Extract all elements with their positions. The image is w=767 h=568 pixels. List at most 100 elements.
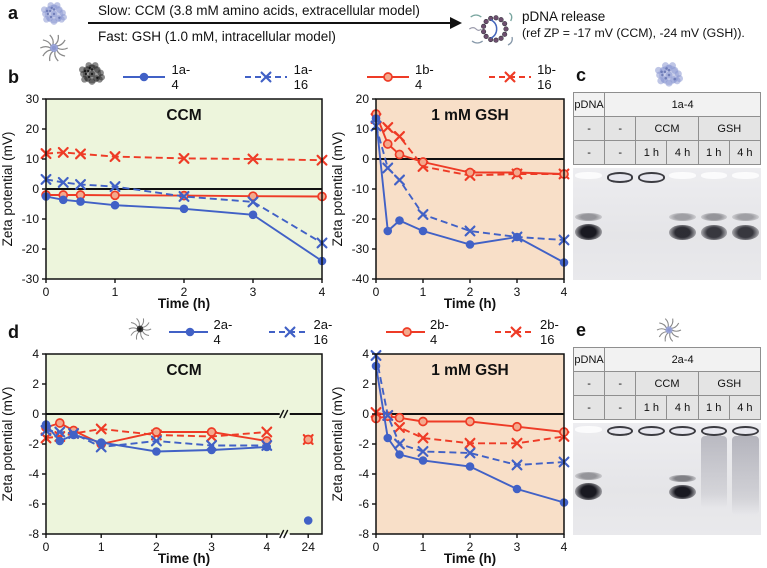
svg-text:0: 0 [43, 540, 50, 554]
gel-lane-2 [604, 168, 635, 280]
gel-well [669, 426, 697, 437]
gel-table-cell: 1 h [635, 395, 668, 420]
svg-text:1: 1 [112, 285, 119, 299]
gel-table-cell: - [604, 395, 637, 420]
svg-text:4: 4 [362, 348, 369, 361]
svg-text:Time (h): Time (h) [444, 296, 496, 311]
svg-text:0: 0 [373, 285, 380, 299]
panel-a: a Slow: CCM (3.8 mM amino acids, extrace… [0, 0, 767, 62]
pdna-release-title: pDNA release [522, 9, 606, 24]
svg-text:1: 1 [98, 540, 105, 554]
gel-band [669, 484, 697, 500]
svg-text:-30: -30 [352, 242, 370, 256]
svg-text:2: 2 [181, 285, 188, 299]
gel-table-cell: 1 h [697, 395, 730, 420]
gel-table-cell: 4 h [728, 140, 762, 165]
panel-b-label: b [8, 66, 19, 87]
svg-text:2: 2 [467, 540, 474, 554]
legend-label: 1b-16 [537, 61, 556, 92]
pdna-ring-icon [468, 0, 516, 57]
gel-band [669, 225, 697, 240]
micelle-star-particle-icon [38, 32, 70, 69]
svg-text:Time (h): Time (h) [158, 296, 210, 311]
panel-c-label: c [576, 65, 587, 85]
panel-a-label: a [8, 3, 19, 23]
svg-text:Zeta potential (mV): Zeta potential (mV) [330, 132, 345, 247]
polymer-coil-particle-icon [41, 1, 67, 32]
svg-text:-20: -20 [352, 212, 370, 226]
gel-band [575, 483, 603, 501]
gel-band [669, 474, 697, 483]
gel-table-cell: pDNA [572, 92, 606, 117]
gel-lane-3 [636, 168, 667, 280]
svg-text:3: 3 [250, 285, 257, 299]
svg-text:-2: -2 [358, 437, 369, 451]
chart-d-gsh: 4 2 0 -2 -4 -6 -8 0 1 2 3 4 1 mM GSH Time (h) Zeta pot… [330, 348, 570, 566]
svg-text:24: 24 [302, 540, 316, 554]
svg-text:3: 3 [514, 285, 521, 299]
gel-table-cell: - [572, 371, 606, 396]
panel-b: b 1a-4 1a-16 1b-4 1b-16 30 20 10 0 -10 -20 -30 0 1 2… [0, 60, 570, 313]
gel-lane-6 [730, 423, 761, 535]
row-d: d 2a-4 2a-16 2b-4 2b-16 4 2 0 -2 -4 -6 -8 0 1 2 3 4 24 C… [0, 315, 767, 568]
svg-text:2: 2 [467, 285, 474, 299]
gel-lane-6 [730, 168, 761, 280]
gel-band [669, 212, 697, 221]
legend-panel-d: 2a-4 2a-16 2b-4 2b-16 [153, 317, 570, 347]
svg-text:0: 0 [362, 152, 369, 166]
svg-text:Zeta potential (mV): Zeta potential (mV) [0, 387, 15, 502]
gel-well [731, 426, 759, 437]
svg-text:1 mM GSH: 1 mM GSH [431, 107, 509, 124]
svg-text:-10: -10 [22, 212, 40, 226]
gel-band [731, 225, 759, 240]
reaction-fast-condition: Fast: GSH (1.0 mM, intracellular model) [98, 29, 336, 44]
legend-label: 1b-4 [414, 61, 434, 92]
reactant-icons [26, 1, 82, 69]
svg-text:-2: -2 [28, 437, 39, 451]
svg-text:1: 1 [420, 540, 427, 554]
gel-table-cell: - [604, 140, 637, 165]
svg-text:0: 0 [32, 182, 39, 196]
svg-text:-10: -10 [352, 182, 370, 196]
pdna-release-caption: pDNA release (ref ZP = -17 mV (CCM), -24… [522, 0, 745, 40]
svg-text:-4: -4 [28, 467, 39, 481]
pdna-release-ref: (ref ZP = -17 mV (CCM), -24 mV (GSH)). [522, 26, 745, 40]
gel-band [700, 212, 728, 221]
gel-well [606, 172, 634, 183]
gel-table-cell: - [572, 395, 606, 420]
legend-label: 2b-4 [429, 316, 449, 347]
gel-lane-4 [667, 423, 698, 535]
panel-b-legend-row: b 1a-4 1a-16 1b-4 1b-16 [0, 60, 570, 93]
gel-table-cell: - [572, 140, 606, 165]
svg-text:Time (h): Time (h) [158, 551, 210, 566]
legend-label: 2a-4 [213, 316, 233, 347]
svg-text:4: 4 [263, 540, 270, 554]
svg-text:20: 20 [356, 93, 370, 106]
gel-table-cell: 4 h [666, 395, 699, 420]
svg-text:2: 2 [153, 540, 160, 554]
gel-faint [575, 172, 603, 180]
svg-text:10: 10 [356, 122, 370, 136]
svg-text:10: 10 [26, 152, 40, 166]
panel-c-header: c [570, 60, 767, 92]
reaction-scheme: Slow: CCM (3.8 mM amino acids, extracell… [82, 3, 468, 44]
svg-text:2: 2 [32, 377, 39, 391]
gel-lane-4 [667, 168, 698, 280]
svg-text:-30: -30 [22, 272, 40, 286]
gel-band [575, 224, 603, 240]
legend-label: 1a-4 [171, 61, 191, 92]
gel-smear [731, 436, 759, 515]
svg-text:-20: -20 [22, 242, 40, 256]
legend-item-1b-4: 1b-4 [365, 62, 441, 92]
chart-d-ccm: 4 2 0 -2 -4 -6 -8 0 1 2 3 4 24 CCM Time (h) Zeta potent… [0, 348, 323, 566]
svg-text:-8: -8 [358, 527, 369, 541]
gel-table-cell: 4 h [728, 395, 762, 420]
svg-text:-40: -40 [352, 272, 370, 286]
gel-faint [575, 426, 603, 434]
gel-well [637, 426, 665, 437]
